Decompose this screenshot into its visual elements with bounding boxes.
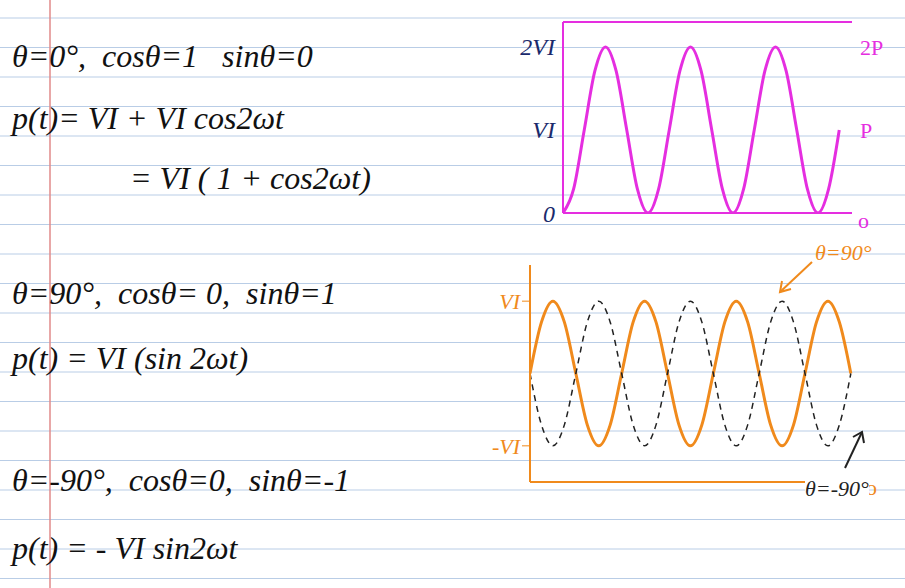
html-text:θ=0°, cosθ=1 sinθ=0: θ=0°, cosθ=1 sinθ=0 <box>12 38 313 74</box>
html-text:θ=90°: θ=90° <box>815 240 872 265</box>
svg-text:VI: VI <box>532 117 556 143</box>
svg-text:VI: VI <box>499 289 521 314</box>
svg-text:0: 0 <box>543 201 555 227</box>
svg-text:2P: 2P <box>860 35 883 60</box>
svg-text:P: P <box>860 118 872 143</box>
html-text:θ=90°, cosθ= 0, sinθ=1: θ=90°, cosθ= 0, sinθ=1 <box>12 275 337 311</box>
html-text:θ=-90°, cosθ=0, sinθ=-1: θ=-90°, cosθ=0, sinθ=-1 <box>12 462 350 498</box>
html-text:p(t) = VI (sin 2ωt): p(t) = VI (sin 2ωt) <box>12 340 249 376</box>
svg-text:o: o <box>858 208 869 233</box>
html-text:p(t) = - VI sin2ωt: p(t) = - VI sin2ωt <box>12 530 238 566</box>
html-text:θ=-90°: θ=-90° <box>805 476 869 501</box>
html-text:p(t)= VI + VI cos2ωt: p(t)= VI + VI cos2ωt <box>12 100 284 136</box>
svg-text:2VI: 2VI <box>520 34 556 60</box>
html-text:= VI ( 1 + cos2ωt): = VI ( 1 + cos2ωt) <box>130 160 371 196</box>
svg-text:o: o <box>866 474 877 500</box>
svg-text:-VI: -VI <box>492 434 522 459</box>
